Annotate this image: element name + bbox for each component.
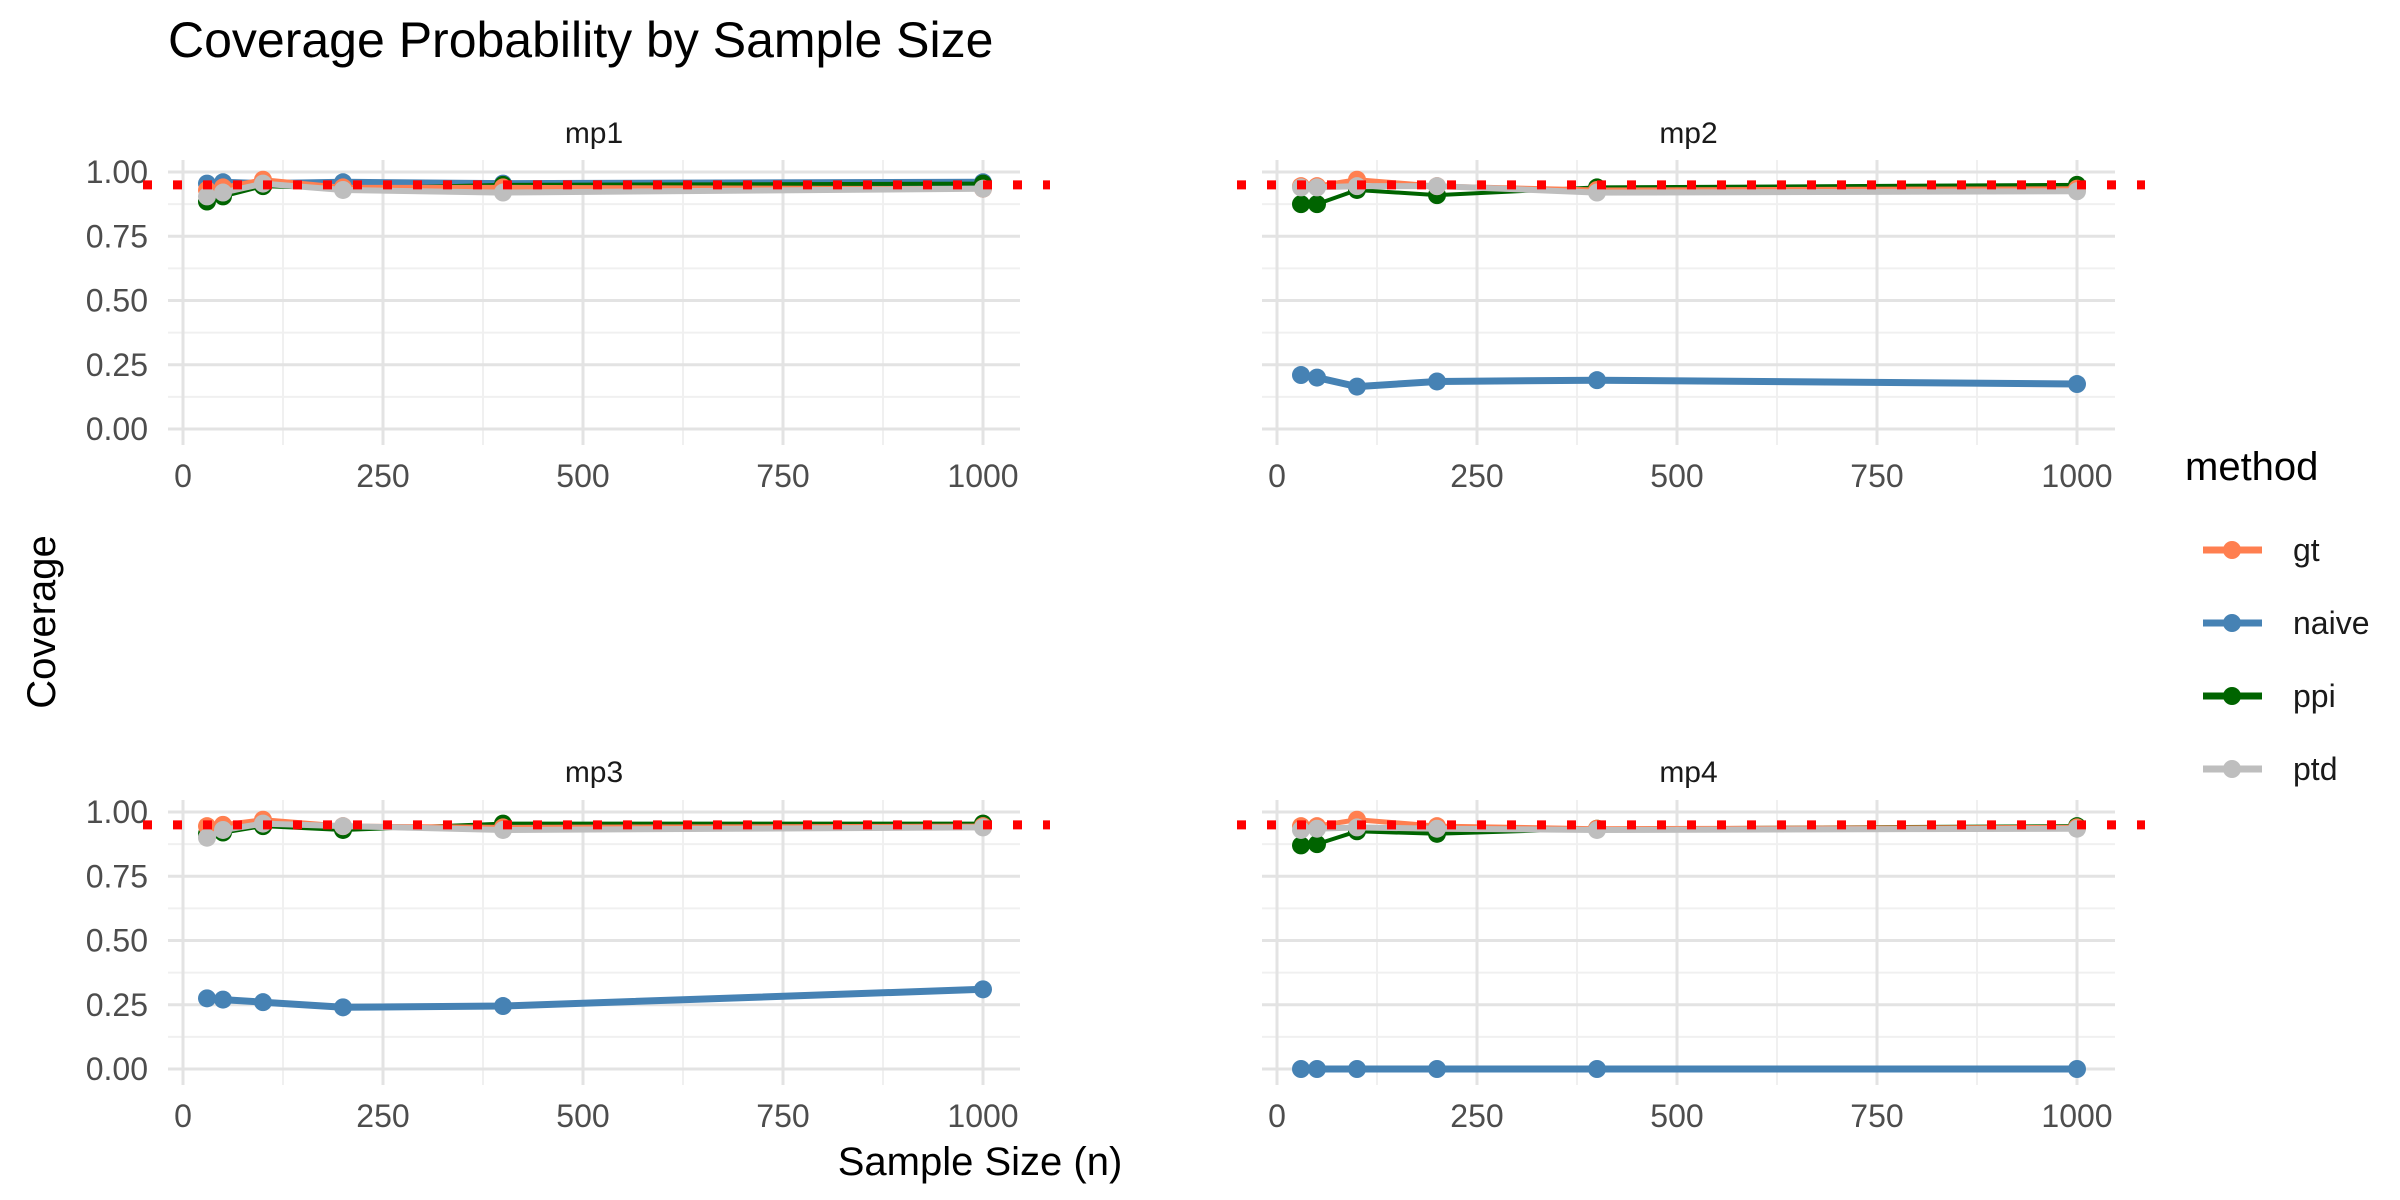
y-tick-label: 1.00 [86,794,148,830]
data-point-naive [1348,1060,1366,1078]
legend-key-point [2223,687,2241,705]
data-point-ptd [334,180,352,199]
x-tick-label: 500 [556,1098,609,1134]
legend-label: ptd [2293,751,2337,787]
legend-label: naive [2293,605,2370,641]
y-tick-label: 0.50 [86,283,148,319]
series-ptd [198,174,992,206]
data-point-ptd [1428,177,1446,196]
data-point-naive [2068,1060,2086,1078]
x-tick-label: 750 [756,1098,809,1134]
legend-label: ppi [2293,678,2336,714]
y-axis-label: Coverage [20,535,64,708]
legend: method gt naive ppi ptd [2185,445,2370,787]
legend-label: gt [2293,532,2320,568]
data-point-naive [1428,1060,1446,1078]
legend-entry-naive: naive [2203,605,2370,641]
data-point-naive [1292,1060,1310,1078]
data-point-ptd [334,817,352,836]
data-point-ptd [1428,819,1446,838]
x-tick-label: 1000 [2041,458,2112,494]
y-tick-label: 0.75 [86,858,148,894]
x-tick-label: 0 [174,458,192,494]
facet-panel-mp2: mp2 0 250 500 750 1000 [1237,117,2145,494]
data-point-naive [214,990,232,1009]
x-tick-label: 500 [1650,1098,1703,1134]
facet-panel-mp3: mp3 0.00 0.25 0.50 0.75 1.00 0 250 500 750 1000 [86,756,1050,1134]
data-point-naive [974,980,992,999]
x-tick-label: 750 [1850,458,1903,494]
data-point-naive [254,993,272,1012]
y-tick-label: 0.00 [86,411,148,447]
legend-key-point [2223,760,2241,778]
data-point-naive [1348,377,1366,396]
facet-panel-mp4: mp4 0 250 500 750 1000 [1237,756,2145,1134]
y-tick-label: 0.75 [86,218,148,254]
data-point-ptd [1308,178,1326,197]
data-point-naive [1308,1060,1326,1078]
data-point-naive [2068,375,2086,394]
x-tick-label: 250 [356,1098,409,1134]
y-tick-label: 0.50 [86,923,148,959]
data-point-naive [1308,368,1326,387]
data-point-naive [198,989,216,1008]
x-tick-label: 0 [1268,1098,1286,1134]
data-point-ptd [214,820,232,839]
x-axis-label: Sample Size (n) [838,1140,1123,1184]
data-point-naive [494,997,512,1016]
data-point-ppi [1308,195,1326,214]
data-point-ppi [1308,835,1326,854]
data-point-ppi [1292,836,1310,855]
x-tick-label: 750 [1850,1098,1903,1134]
series-naive [1292,1060,2086,1078]
x-tick-label: 750 [756,458,809,494]
x-tick-label: 500 [556,458,609,494]
data-point-ppi [1292,195,1310,214]
legend-entry-ppi: ppi [2203,678,2336,714]
gridlines [1262,160,2115,445]
y-tick-label: 0.25 [86,987,148,1023]
gridlines [168,160,1020,445]
x-tick-label: 1000 [947,458,1018,494]
series-naive [198,980,992,1017]
y-tick-label: 0.00 [86,1051,148,1087]
panel-label: mp2 [1659,117,1717,150]
data-point-ptd [198,828,216,847]
data-point-naive [1588,371,1606,390]
x-tick-label: 250 [1450,458,1503,494]
x-tick-label: 250 [1450,1098,1503,1134]
legend-entry-gt: gt [2203,532,2320,568]
x-tick-label: 500 [1650,458,1703,494]
data-point-ptd [1308,819,1326,838]
series-naive [1292,366,2086,396]
legend-entry-ptd: ptd [2203,751,2337,787]
data-point-naive [334,998,352,1017]
y-tick-label: 0.25 [86,347,148,383]
panel-label: mp4 [1659,756,1717,789]
legend-title: method [2185,445,2318,489]
y-tick-label: 1.00 [86,154,148,190]
x-tick-label: 0 [174,1098,192,1134]
x-tick-label: 0 [1268,458,1286,494]
data-point-naive [1292,366,1310,385]
chart-title: Coverage Probability by Sample Size [168,12,993,68]
facet-panel-mp1: mp1 0.00 0.25 0.50 0.75 1.00 0 250 500 750 1000 [86,117,1050,494]
x-tick-label: 250 [356,458,409,494]
data-point-ptd [214,183,232,202]
x-tick-label: 1000 [947,1098,1018,1134]
data-point-naive [1588,1060,1606,1078]
data-point-naive [1428,372,1446,391]
panel-label: mp3 [565,756,623,789]
data-point-ptd [198,187,216,206]
legend-key-point [2223,614,2241,632]
legend-key-point [2223,541,2241,559]
x-tick-label: 1000 [2041,1098,2112,1134]
panel-label: mp1 [565,117,623,150]
